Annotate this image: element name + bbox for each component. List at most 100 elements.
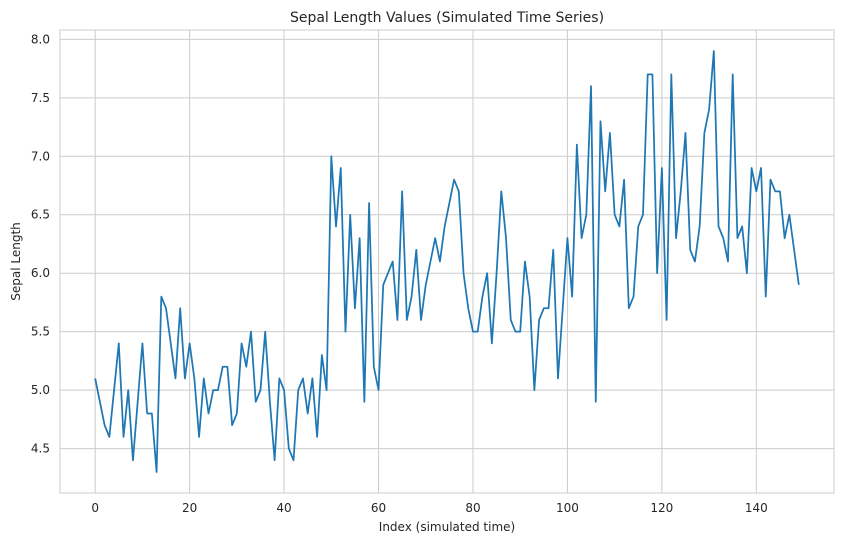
x-tick-label: 40 [276, 501, 291, 515]
data-point [127, 389, 129, 391]
data-point [632, 295, 634, 297]
data-point [467, 307, 469, 309]
data-point [769, 178, 771, 180]
data-point [250, 330, 252, 332]
data-point [349, 214, 351, 216]
data-point [325, 389, 327, 391]
data-point [472, 330, 474, 332]
data-point [212, 389, 214, 391]
data-point [722, 237, 724, 239]
data-point [798, 284, 800, 286]
data-point [273, 459, 275, 461]
data-point [160, 295, 162, 297]
data-point [519, 330, 521, 332]
data-point [240, 342, 242, 344]
data-point [231, 424, 233, 426]
data-point [543, 307, 545, 309]
data-point [311, 377, 313, 379]
data-point [528, 295, 530, 297]
y-tick-label: 5.0 [31, 383, 50, 397]
data-point [661, 167, 663, 169]
grid [60, 30, 834, 493]
chart-title: Sepal Length Values (Simulated Time Seri… [290, 10, 604, 26]
data-point [99, 401, 101, 403]
data-point [165, 307, 167, 309]
data-point [221, 366, 223, 368]
data-point [462, 272, 464, 274]
data-point [732, 73, 734, 75]
data-point [580, 237, 582, 239]
data-point [141, 342, 143, 344]
data-point [401, 190, 403, 192]
data-point [306, 412, 308, 414]
data-point [174, 377, 176, 379]
data-point [566, 237, 568, 239]
data-point [354, 307, 356, 309]
data-point [694, 260, 696, 262]
x-tick-label: 100 [556, 501, 579, 515]
data-point [278, 377, 280, 379]
data-point [684, 132, 686, 134]
data-point [198, 436, 200, 438]
data-point [434, 237, 436, 239]
data-point [547, 307, 549, 309]
data-point [368, 202, 370, 204]
data-point [184, 377, 186, 379]
data-point [746, 272, 748, 274]
data-point [94, 377, 96, 379]
data-point [415, 249, 417, 251]
data-point [406, 319, 408, 321]
data-point [760, 167, 762, 169]
y-tick-label: 4.5 [31, 442, 50, 456]
data-point [113, 389, 115, 391]
data-point [514, 330, 516, 332]
data-point [453, 178, 455, 180]
data-point [377, 389, 379, 391]
data-point [108, 436, 110, 438]
data-point [741, 225, 743, 227]
data-point [448, 202, 450, 204]
data-point [269, 401, 271, 403]
data-point [146, 412, 148, 414]
x-tick-label: 120 [650, 501, 673, 515]
data-point [576, 143, 578, 145]
data-point [618, 225, 620, 227]
data-point [330, 155, 332, 157]
data-point [750, 167, 752, 169]
data-point [495, 272, 497, 274]
y-tick-label: 7.0 [31, 149, 50, 163]
y-tick-label: 8.0 [31, 32, 50, 46]
data-point [132, 459, 134, 461]
data-point [236, 412, 238, 414]
data-point [689, 249, 691, 251]
data-point [793, 249, 795, 251]
data-point [788, 214, 790, 216]
data-point [420, 319, 422, 321]
data-point [623, 178, 625, 180]
data-point [656, 272, 658, 274]
data-point [429, 260, 431, 262]
tick-labels: 0 20 40 60 80 100 120 140 4.5 5.0 5.5 6.0 6.5 7.0 7.5 8… [31, 32, 768, 515]
data-point [628, 307, 630, 309]
data-point [552, 249, 554, 251]
data-point [557, 377, 559, 379]
data-point [288, 447, 290, 449]
y-tick-label: 6.0 [31, 266, 50, 280]
data-point [122, 436, 124, 438]
data-point [264, 330, 266, 332]
data-point [783, 237, 785, 239]
data-point [292, 459, 294, 461]
data-point [670, 73, 672, 75]
data-point [188, 342, 190, 344]
data-point [609, 132, 611, 134]
data-point [585, 214, 587, 216]
x-tick-label: 20 [182, 501, 197, 515]
data-point [103, 424, 105, 426]
data-point [410, 295, 412, 297]
data-point [505, 237, 507, 239]
data-point [193, 377, 195, 379]
data-point [779, 190, 781, 192]
data-point [297, 389, 299, 391]
data-point [443, 225, 445, 227]
